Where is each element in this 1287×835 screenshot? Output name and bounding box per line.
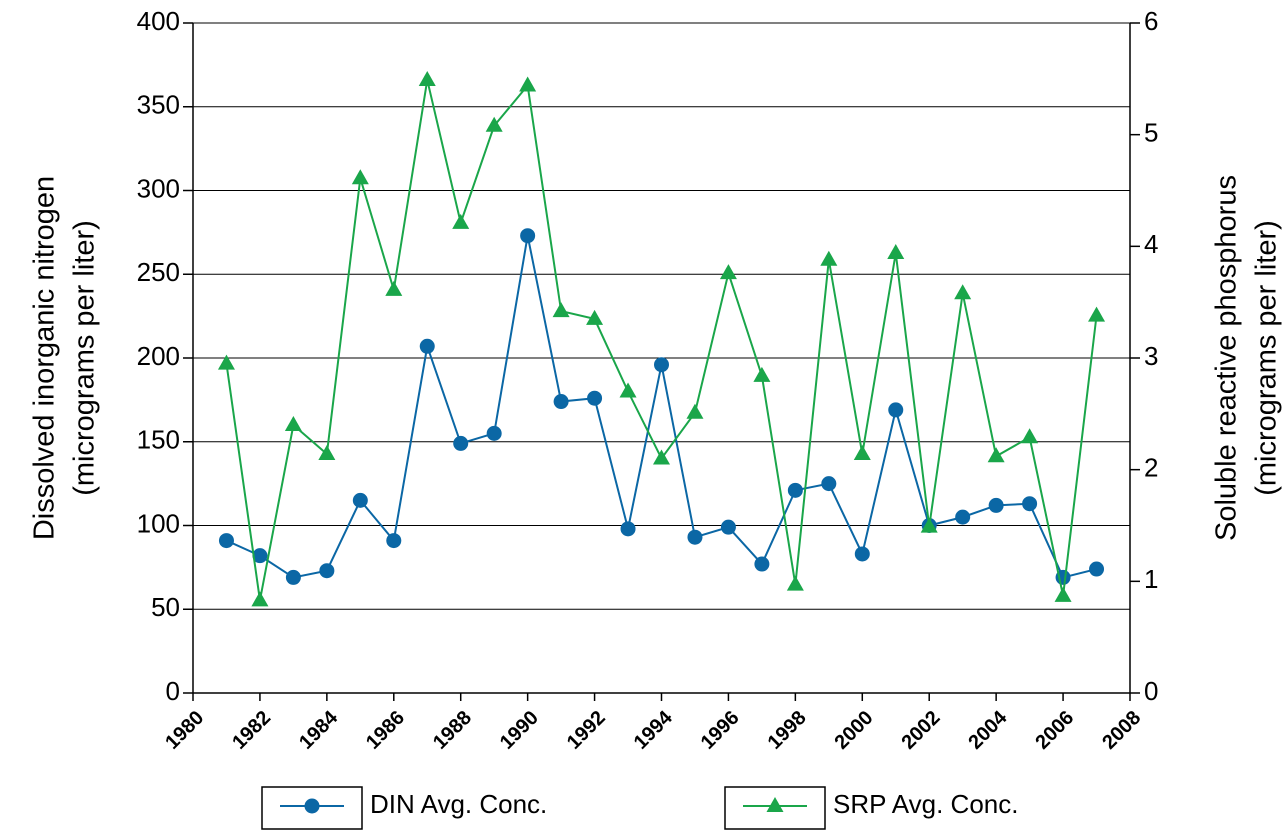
- y-tick-label: 150: [137, 425, 180, 455]
- legend-label: SRP Avg. Conc.: [833, 789, 1018, 819]
- x-tick-label: 1992: [563, 707, 610, 754]
- point: [587, 390, 603, 406]
- point: [386, 533, 402, 549]
- point: [820, 250, 838, 266]
- x-tick-label: 2000: [831, 707, 878, 754]
- x-tick-label: 2002: [897, 707, 944, 754]
- x-tick-label: 1984: [295, 706, 343, 754]
- x-tick-label: 1994: [630, 706, 678, 754]
- x-tick-label: 2008: [1098, 707, 1145, 754]
- point: [720, 519, 736, 535]
- x-tick-label: 2004: [964, 706, 1012, 754]
- point: [319, 563, 335, 579]
- x-tick-label: 1990: [496, 707, 543, 754]
- point: [1088, 306, 1106, 322]
- point: [653, 449, 670, 465]
- point: [485, 116, 503, 132]
- point: [352, 492, 368, 508]
- point: [920, 517, 938, 533]
- x-tick-label: 1996: [697, 707, 744, 754]
- point: [987, 447, 1005, 463]
- point: [385, 280, 403, 296]
- point: [854, 546, 870, 562]
- point: [419, 338, 435, 354]
- y-tick-label: 300: [137, 173, 180, 203]
- y2-axis-label: Soluble reactive phosphorus: [1211, 175, 1243, 541]
- point: [251, 591, 269, 607]
- legend-box: [724, 786, 826, 830]
- point: [719, 264, 737, 280]
- point: [351, 169, 369, 185]
- point: [520, 228, 536, 244]
- point: [821, 476, 837, 492]
- point: [486, 425, 502, 441]
- y2-tick-label: 2: [1144, 453, 1158, 483]
- legend-box: [261, 786, 363, 830]
- point: [552, 302, 570, 318]
- y2-tick-label: 0: [1144, 676, 1158, 706]
- point: [217, 354, 235, 370]
- point: [453, 435, 469, 451]
- legend-marker: [304, 798, 320, 814]
- series-line: [226, 235, 1097, 579]
- y2-axis-label: (micrograms per liter): [1251, 220, 1283, 496]
- x-tick-label: 1986: [362, 707, 409, 754]
- y2-tick-label: 1: [1144, 564, 1158, 594]
- point: [252, 548, 268, 564]
- point: [887, 244, 905, 260]
- y-tick-label: 200: [137, 341, 180, 371]
- point: [753, 366, 771, 382]
- point: [1089, 561, 1105, 577]
- point: [1054, 586, 1072, 602]
- legend-marker: [766, 797, 784, 812]
- point: [786, 575, 804, 591]
- point: [888, 402, 904, 418]
- legend-label: DIN Avg. Conc.: [370, 789, 547, 819]
- point: [654, 357, 669, 373]
- point: [620, 521, 636, 537]
- x-tick-label: 1980: [161, 707, 208, 754]
- y-tick-label: 350: [137, 90, 180, 120]
- point: [853, 445, 871, 461]
- point: [586, 309, 604, 325]
- point: [955, 509, 971, 525]
- y-axis-label: Dissolved inorganic nitrogen: [29, 176, 61, 540]
- y-tick-label: 100: [137, 508, 180, 538]
- y-tick-label: 250: [137, 257, 180, 287]
- point: [787, 482, 803, 498]
- point: [218, 533, 234, 549]
- point: [285, 569, 301, 585]
- point: [418, 70, 436, 86]
- point: [754, 556, 770, 572]
- y-tick-label: 50: [151, 592, 180, 622]
- x-tick-label: 1982: [228, 707, 275, 754]
- point: [686, 403, 704, 419]
- point: [687, 529, 703, 545]
- point: [318, 445, 336, 461]
- point: [1022, 496, 1038, 512]
- y-axis-label: (micrograms per liter): [69, 220, 101, 496]
- y2-tick-label: 6: [1144, 6, 1158, 36]
- y-tick-label: 400: [137, 6, 180, 36]
- y2-tick-label: 4: [1144, 229, 1158, 259]
- point: [954, 284, 972, 300]
- y2-tick-label: 3: [1144, 341, 1158, 371]
- y2-tick-label: 5: [1144, 118, 1158, 148]
- point: [553, 394, 569, 410]
- x-tick-label: 1988: [429, 707, 476, 754]
- point: [284, 416, 302, 431]
- point: [1021, 428, 1039, 444]
- point: [988, 497, 1004, 513]
- point: [519, 76, 537, 92]
- point: [619, 382, 637, 398]
- x-tick-label: 2006: [1031, 707, 1078, 754]
- y-tick-label: 0: [166, 676, 180, 706]
- point: [452, 213, 470, 229]
- x-tick-label: 1998: [764, 707, 811, 754]
